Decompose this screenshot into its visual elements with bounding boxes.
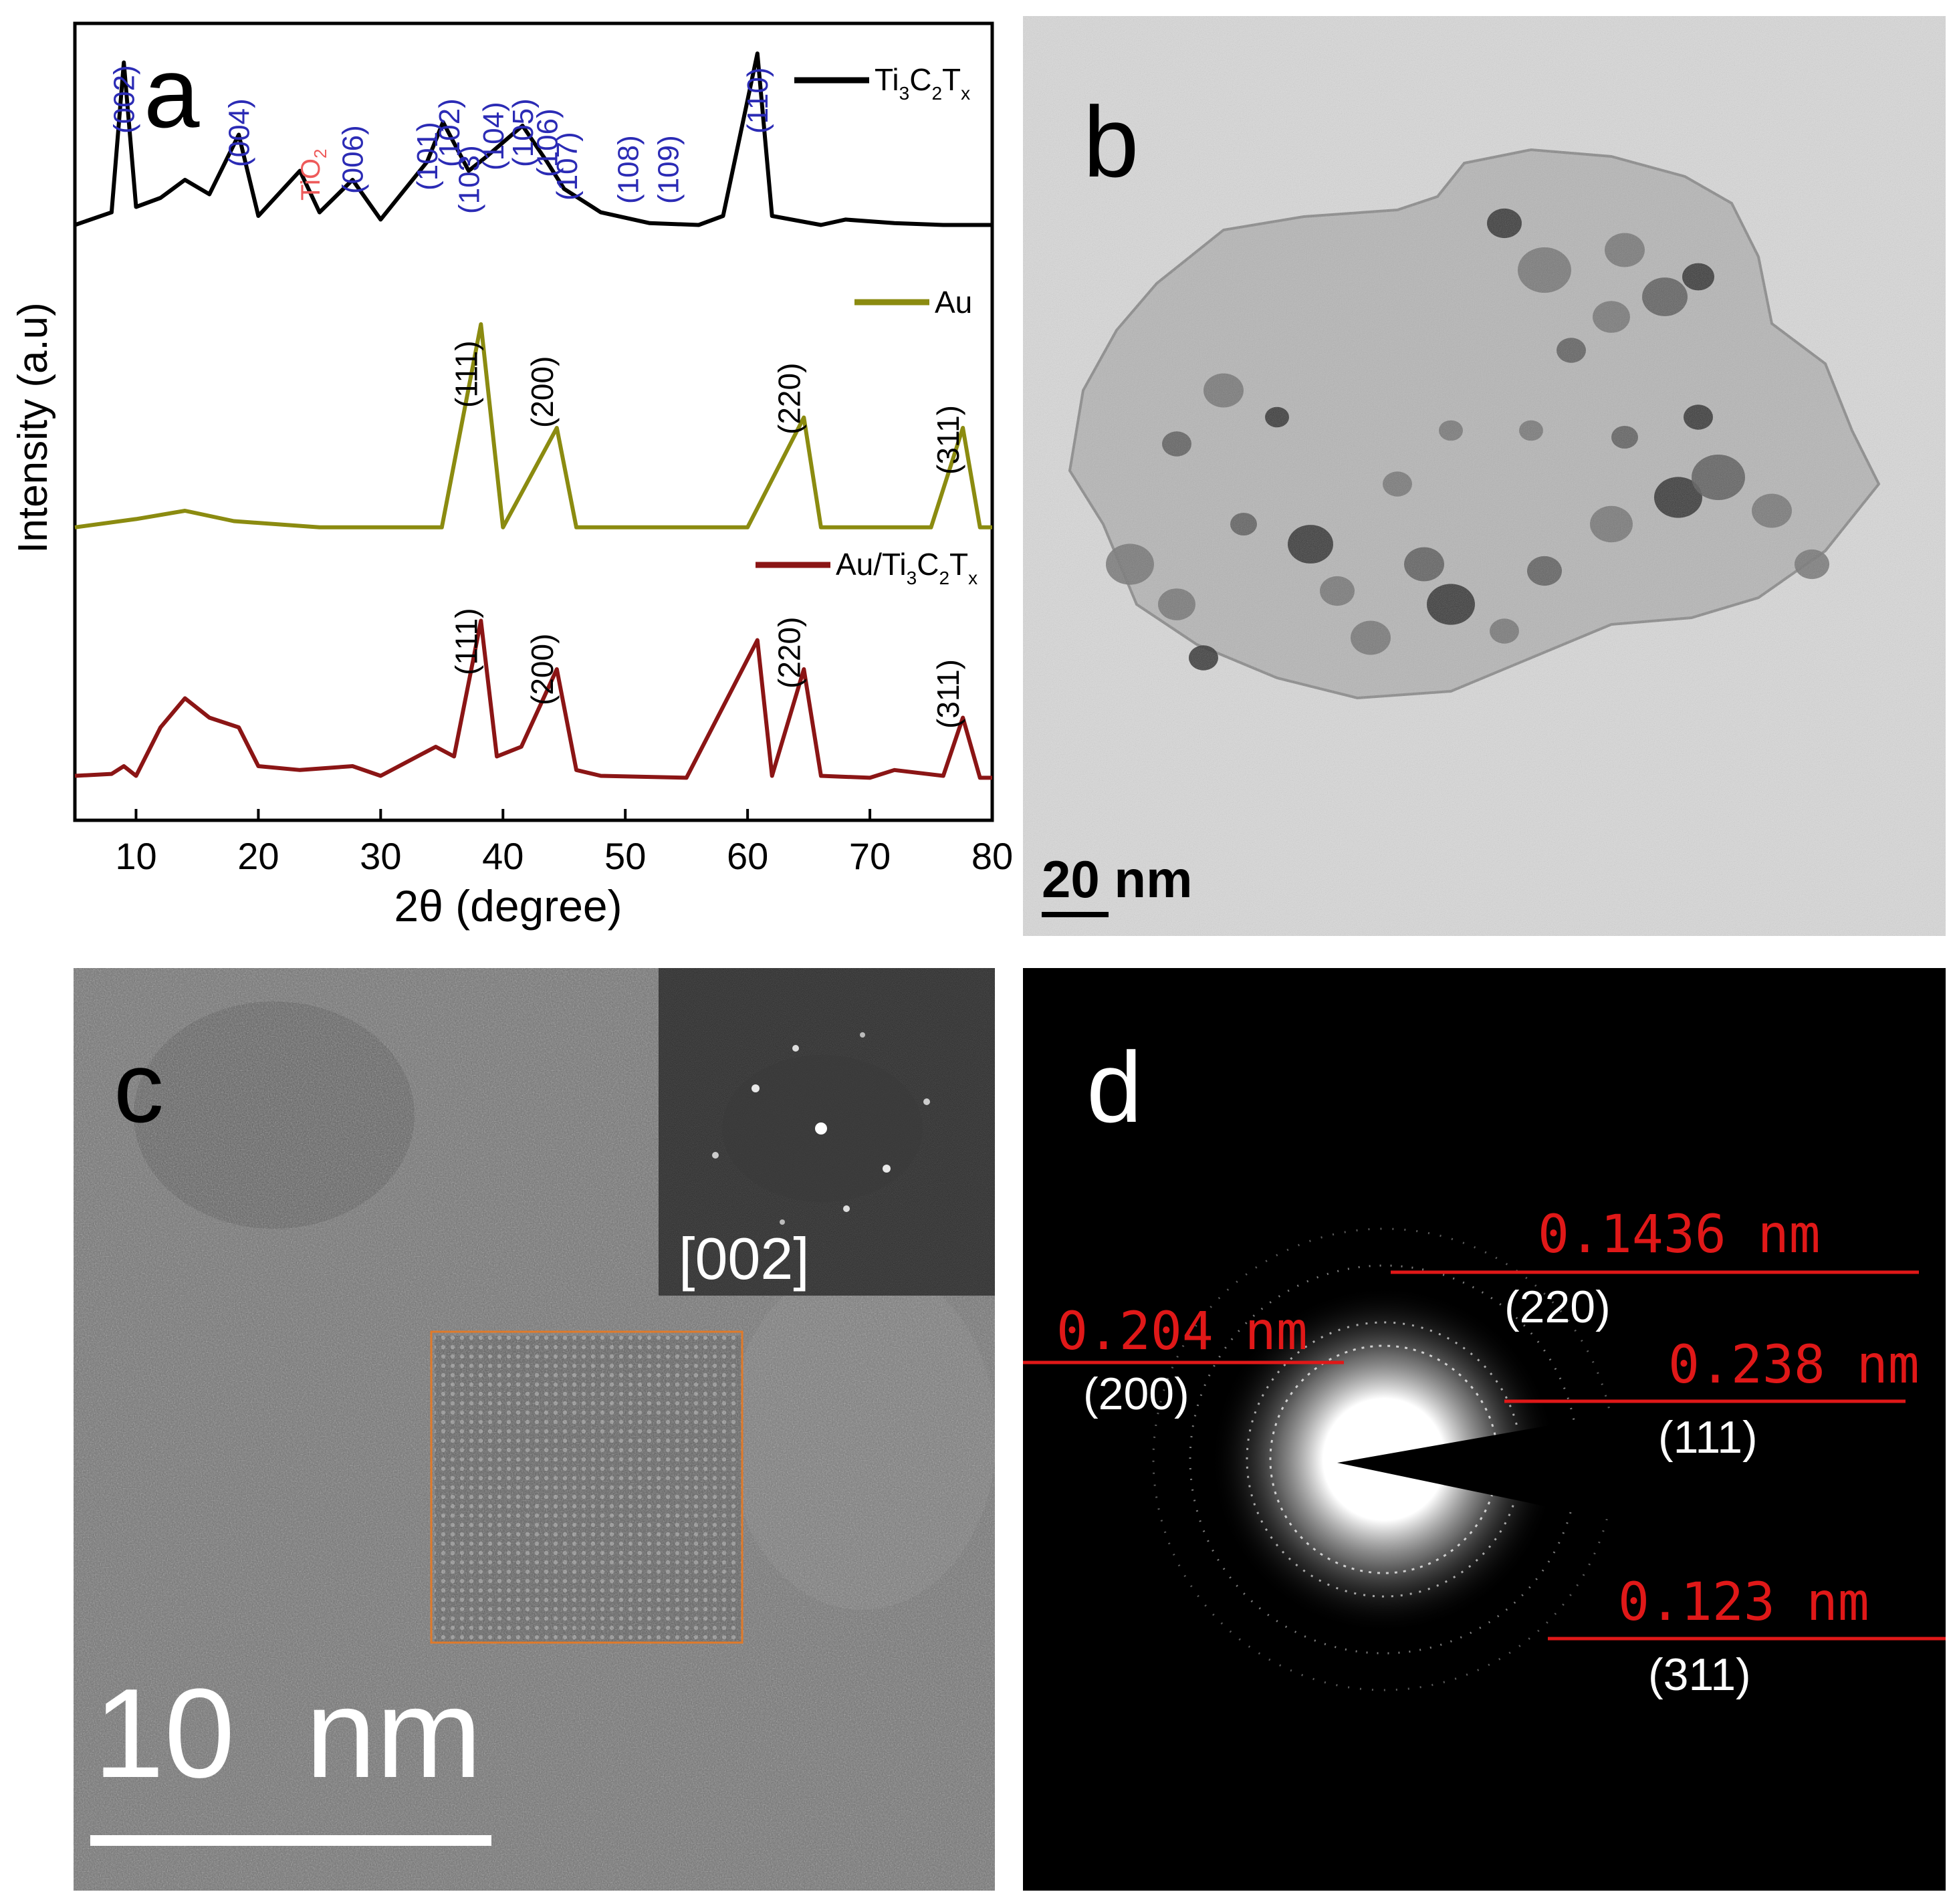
hkl-label-111: (111) bbox=[1658, 1412, 1758, 1463]
legend-label-ti3c2tx: Ti3C2Tx bbox=[875, 62, 970, 104]
beam-stop bbox=[1337, 1356, 1946, 1590]
x-tick-label: 10 bbox=[115, 835, 156, 877]
spacing-label-200: 0.204 nm bbox=[1056, 1302, 1308, 1362]
legend-label-au-ti3c2tx: Au/Ti3C2Tx bbox=[836, 547, 978, 588]
hkl-label-311: (311) bbox=[1648, 1649, 1751, 1700]
ring-annotations: 0.1436 nm (220) 0.204 nm (200) 0.238 nm … bbox=[1023, 1205, 1946, 1700]
xrd-panel: 10 20 30 40 50 60 70 80 (002) (004) (006) (101) (10… bbox=[0, 0, 1023, 949]
spacing-label-111: 0.238 nm bbox=[1668, 1335, 1920, 1395]
peak-label-au: (311) bbox=[931, 405, 965, 475]
x-tick-label: 80 bbox=[971, 835, 1013, 877]
scale-bar-b bbox=[1042, 912, 1109, 917]
peak-label-au: (220) bbox=[772, 363, 806, 435]
saed-pattern: 0.1436 nm (220) 0.204 nm (200) 0.238 nm … bbox=[1023, 968, 1946, 1891]
peak-label-ti3c2tx: (103) bbox=[453, 145, 485, 214]
scale-bar-label-c: 10 nm bbox=[94, 1663, 482, 1804]
x-tick-label: 30 bbox=[360, 835, 401, 877]
peak-label-ti3c2tx: (105) bbox=[507, 98, 540, 167]
panel-b-letter: b bbox=[1083, 86, 1139, 198]
hrtem-image-panel: [002] c 10 nm bbox=[74, 968, 995, 1891]
panel-a-letter: a bbox=[144, 36, 200, 148]
peak-label-ti3c2tx: (106) bbox=[532, 108, 564, 177]
panel-c-letter: c bbox=[114, 1031, 164, 1143]
peak-label-ti3c2tx: (107) bbox=[551, 132, 584, 201]
peak-label-group: (002) (004) (006) (101)(102)(103)(104)(105)… bbox=[108, 65, 966, 729]
xrd-series-group bbox=[74, 51, 992, 780]
xrd-chart: 10 20 30 40 50 60 70 80 (002) (004) (006) (101)(10… bbox=[10, 21, 1013, 931]
hkl-label-200: (200) bbox=[1083, 1368, 1189, 1419]
hkl-label-220: (220) bbox=[1504, 1282, 1611, 1332]
scale-bar-label-b: 20 nm bbox=[1042, 850, 1192, 909]
peak-label-au-ti3c2tx: (220) bbox=[772, 617, 806, 689]
tem-micrograph: b 20 nm bbox=[1023, 16, 1946, 936]
x-tick-group: 10 20 30 40 50 60 70 80 bbox=[115, 809, 1013, 877]
tio2-label: TiO2 bbox=[296, 149, 330, 201]
peak-label-au: (111) bbox=[449, 340, 484, 408]
hrtem-micrograph: [002] c 10 nm bbox=[74, 968, 995, 1891]
x-tick-label: 20 bbox=[237, 835, 279, 877]
saed-pattern-panel: 0.1436 nm (220) 0.204 nm (200) 0.238 nm … bbox=[1023, 968, 1946, 1891]
x-tick-label: 40 bbox=[482, 835, 524, 877]
peak-label-au-ti3c2tx: (200) bbox=[525, 634, 560, 705]
peak-label-au-ti3c2tx: (111) bbox=[449, 608, 484, 675]
x-axis-label: 2θ (degree) bbox=[394, 881, 622, 931]
fft-zone-axis-label: [002] bbox=[679, 1225, 810, 1292]
plot-frame bbox=[73, 21, 994, 822]
peak-label-au: (200) bbox=[525, 356, 560, 428]
peak-label-ti3c2tx: (102) bbox=[433, 98, 466, 167]
y-axis-label: Intensity (a.u) bbox=[10, 302, 56, 554]
peak-label-ti3c2tx: (109) bbox=[653, 135, 685, 204]
series-line-au-ti3c2tx bbox=[74, 618, 992, 780]
tem-image-panel: b 20 nm bbox=[1023, 16, 1946, 936]
peak-label-ti3c2tx: (104) bbox=[477, 102, 510, 170]
fft-inset: [002] bbox=[659, 968, 995, 1296]
x-tick-label: 50 bbox=[604, 835, 646, 877]
selected-area-box bbox=[430, 1330, 743, 1644]
peak-label-ti3c2tx: (006) bbox=[337, 125, 370, 194]
peak-label-ti3c2tx: (108) bbox=[612, 135, 645, 204]
x-tick-label: 70 bbox=[849, 835, 891, 877]
peak-label-ti3c2tx: (110) bbox=[741, 68, 774, 134]
peak-label-ti3c2tx: (002) bbox=[108, 65, 141, 134]
x-tick-label: 60 bbox=[727, 835, 768, 877]
spacing-label-220: 0.1436 nm bbox=[1538, 1205, 1821, 1265]
peak-label-au-ti3c2tx: (311) bbox=[931, 659, 965, 729]
spacing-label-311: 0.123 nm bbox=[1618, 1572, 1869, 1633]
panel-d-letter: d bbox=[1086, 1031, 1142, 1143]
peak-label-ti3c2tx: (004) bbox=[223, 98, 256, 167]
scale-bar-c bbox=[90, 1835, 491, 1846]
series-line-au bbox=[74, 322, 992, 529]
legend-label-au: Au bbox=[935, 285, 972, 320]
peak-label-ti3c2tx: (101) bbox=[411, 122, 444, 191]
series-line-ti3c2tx bbox=[74, 51, 992, 227]
